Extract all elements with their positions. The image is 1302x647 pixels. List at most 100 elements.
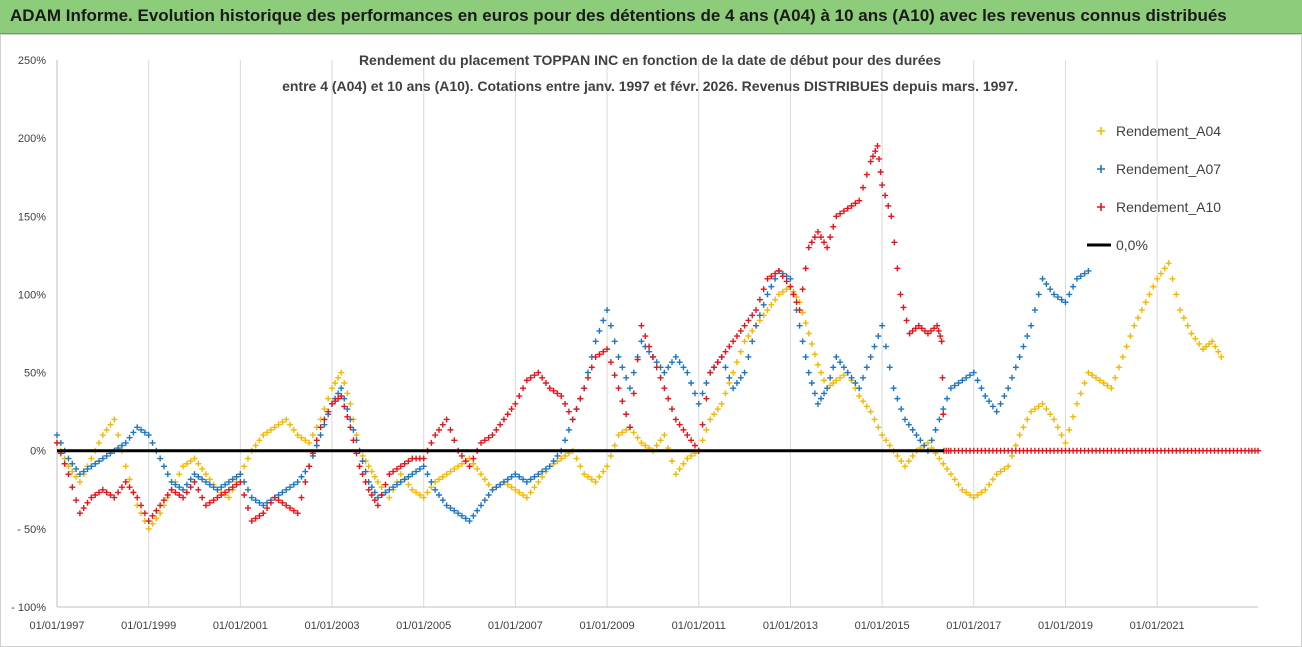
data-point <box>157 510 164 517</box>
data-point <box>321 421 328 428</box>
data-point <box>283 502 290 509</box>
data-point <box>531 484 538 491</box>
data-point <box>1177 307 1184 314</box>
data-point <box>283 486 290 493</box>
data-point <box>970 369 977 376</box>
data-point <box>626 424 633 431</box>
data-point <box>96 489 103 496</box>
data-point <box>584 374 591 381</box>
data-point <box>905 421 912 428</box>
data-point <box>130 429 137 436</box>
data-point <box>737 374 744 381</box>
grid-lines <box>56 60 1158 607</box>
data-point <box>565 408 572 415</box>
data-point <box>54 432 60 439</box>
data-point <box>1070 283 1077 290</box>
series-Rendement_A10 <box>54 142 1261 525</box>
data-point <box>966 372 973 379</box>
data-point <box>290 481 297 488</box>
data-point <box>527 374 534 381</box>
data-point <box>924 330 931 337</box>
data-point <box>382 489 389 496</box>
data-point <box>260 510 267 517</box>
data-point <box>287 505 294 512</box>
data-point <box>1135 314 1142 321</box>
data-point <box>241 463 248 470</box>
data-point <box>374 478 381 485</box>
data-point <box>955 481 962 488</box>
data-point <box>65 455 72 462</box>
data-point <box>634 434 641 441</box>
data-point <box>936 455 943 462</box>
data-point <box>229 484 236 491</box>
data-point <box>768 283 775 290</box>
data-point <box>733 359 740 366</box>
data-point <box>1051 416 1058 423</box>
data-point <box>1012 364 1019 371</box>
data-point <box>222 481 229 488</box>
data-point <box>321 406 328 413</box>
data-point <box>191 478 198 485</box>
data-point <box>458 452 465 459</box>
data-point <box>623 411 630 418</box>
data-point <box>569 416 576 423</box>
data-point <box>760 301 767 308</box>
data-point <box>680 364 687 371</box>
data-point <box>821 239 828 246</box>
data-point <box>577 463 584 470</box>
data-point <box>653 442 660 449</box>
data-point <box>1218 353 1225 360</box>
data-point <box>368 491 375 498</box>
data-point <box>917 437 924 444</box>
data-point <box>974 377 981 384</box>
data-point <box>138 502 145 509</box>
data-point <box>237 471 244 478</box>
data-point <box>824 244 831 251</box>
data-point <box>1054 294 1061 301</box>
data-point <box>279 499 286 506</box>
data-point <box>481 437 488 444</box>
data-point <box>588 476 595 483</box>
data-point <box>642 333 649 340</box>
data-point <box>428 478 435 485</box>
data-point <box>347 416 354 423</box>
x-tick-label: 01/01/2003 <box>305 620 360 632</box>
data-point <box>1035 403 1042 410</box>
data-point <box>882 437 889 444</box>
data-point <box>508 473 515 480</box>
data-point <box>787 283 794 290</box>
data-point <box>458 512 465 519</box>
data-point <box>974 491 981 498</box>
data-point <box>978 385 985 392</box>
data-point <box>550 458 557 465</box>
data-point <box>565 426 572 433</box>
data-point <box>1005 463 1012 470</box>
data-point <box>401 460 408 467</box>
data-point <box>863 171 870 178</box>
data-point <box>691 442 698 449</box>
data-point <box>741 322 748 329</box>
data-point <box>730 385 737 392</box>
data-point <box>229 476 236 483</box>
data-point <box>753 307 760 314</box>
data-point <box>726 374 733 381</box>
data-point <box>676 359 683 366</box>
data-point <box>176 484 183 491</box>
data-point <box>447 426 454 433</box>
data-point <box>485 434 492 441</box>
data-point <box>103 452 110 459</box>
legend-marker <box>1097 127 1105 135</box>
data-point <box>827 374 834 381</box>
data-point <box>420 463 427 470</box>
data-point <box>350 437 357 444</box>
data-point <box>428 439 435 446</box>
data-point <box>160 497 167 504</box>
data-point <box>122 439 129 446</box>
data-point <box>539 468 546 475</box>
data-point <box>649 353 656 360</box>
data-point <box>439 497 446 504</box>
data-point <box>149 512 156 519</box>
data-point <box>107 491 114 498</box>
data-point <box>233 473 240 480</box>
data-point <box>527 489 534 496</box>
